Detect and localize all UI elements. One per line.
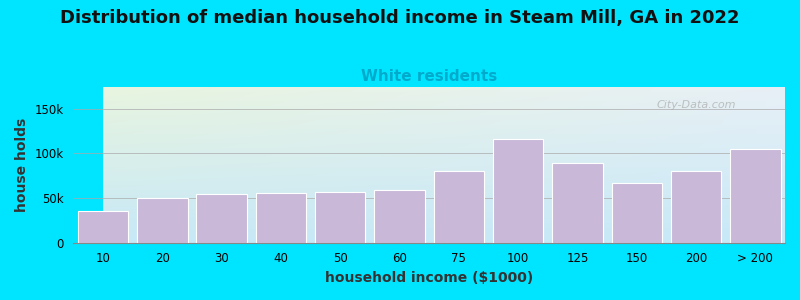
Bar [256,193,306,243]
X-axis label: household income ($1000): household income ($1000) [325,271,534,285]
Bar [197,194,247,243]
Bar [315,192,366,243]
Bar [137,198,187,243]
Bar [493,139,543,243]
Y-axis label: house holds: house holds [15,118,29,212]
Title: White residents: White residents [361,69,498,84]
Bar [374,190,425,243]
Bar [78,212,128,243]
Bar [611,183,662,243]
Bar [730,149,781,243]
Text: Distribution of median household income in Steam Mill, GA in 2022: Distribution of median household income … [60,9,740,27]
Text: City-Data.com: City-Data.com [657,100,737,110]
Bar [671,171,722,243]
Bar [552,163,602,243]
Bar [434,171,484,243]
